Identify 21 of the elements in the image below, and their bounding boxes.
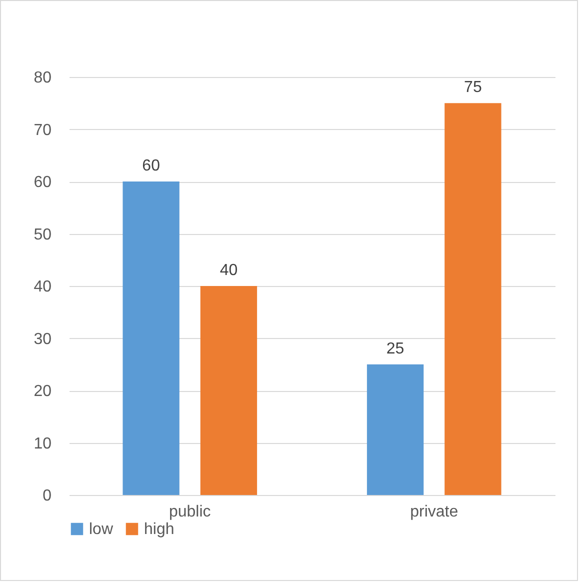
y-tick-label: 30 xyxy=(34,330,52,348)
data-label: 75 xyxy=(464,79,482,96)
y-tick-label: 20 xyxy=(34,383,52,400)
y-tick-label: 80 xyxy=(34,70,52,86)
y-tick-label: 40 xyxy=(34,278,52,296)
legend-label: low xyxy=(89,521,114,538)
data-label: 25 xyxy=(386,340,404,358)
bar xyxy=(200,286,258,495)
data-label: 40 xyxy=(220,262,238,279)
legend-label: high xyxy=(144,521,174,538)
x-tick-label: private xyxy=(410,504,458,520)
bar xyxy=(122,182,180,495)
y-tick-label: 0 xyxy=(42,488,52,504)
y-tick-label: 70 xyxy=(34,122,52,139)
y-tick-label: 50 xyxy=(34,226,52,244)
data-label: 60 xyxy=(142,158,160,174)
y-tick-label: 10 xyxy=(34,435,52,452)
bar xyxy=(366,364,424,495)
y-tick-label: 60 xyxy=(34,174,52,191)
x-tick-label: public xyxy=(168,504,211,520)
bar xyxy=(444,103,502,495)
